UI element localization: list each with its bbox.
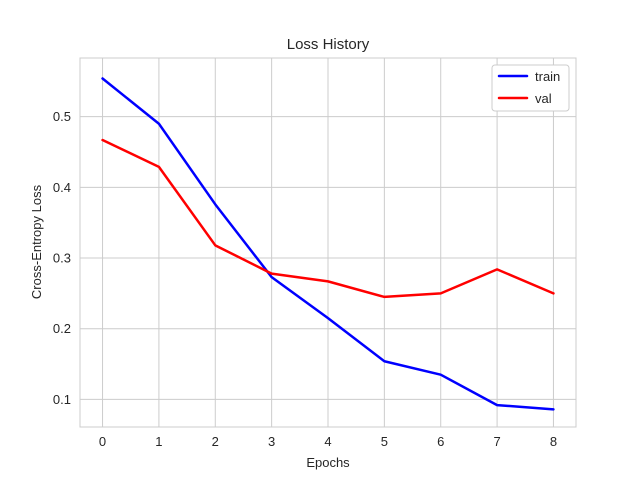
x-tick-label: 2 [212, 434, 219, 449]
x-tick-labels: 0 1 2 3 4 5 6 7 8 [99, 434, 557, 449]
legend: train val [491, 64, 570, 112]
series-lines [101, 77, 555, 411]
x-tick-label: 0 [99, 434, 106, 449]
chart-title: Loss History [287, 36, 370, 53]
y-tick-label: 0.5 [53, 109, 71, 124]
x-tick-label: 6 [437, 434, 444, 449]
x-tick-label: 4 [324, 434, 331, 449]
x-tick-label: 3 [268, 434, 275, 449]
y-tick-label: 0.4 [53, 180, 71, 195]
y-tick-label: 0.1 [53, 392, 71, 407]
x-gridlines [102, 58, 554, 427]
series-line-val [101, 138, 555, 299]
x-tick-label: 1 [155, 434, 162, 449]
y-gridlines [80, 116, 576, 400]
x-tick-label: 8 [550, 434, 557, 449]
x-tick-label: 5 [381, 434, 388, 449]
x-tick-label: 7 [493, 434, 500, 449]
plot-frame [79, 57, 577, 428]
legend-label-val: val [535, 91, 552, 106]
legend-label-train: train [535, 69, 560, 84]
y-tick-labels: 0.1 0.2 0.3 0.4 0.5 [53, 109, 71, 407]
y-axis-label: Cross-Entropy Loss [29, 184, 44, 299]
x-axis-label: Epochs [306, 455, 350, 470]
series-line-train [101, 77, 555, 411]
y-tick-label: 0.3 [53, 251, 71, 266]
y-tick-label: 0.2 [53, 321, 71, 336]
